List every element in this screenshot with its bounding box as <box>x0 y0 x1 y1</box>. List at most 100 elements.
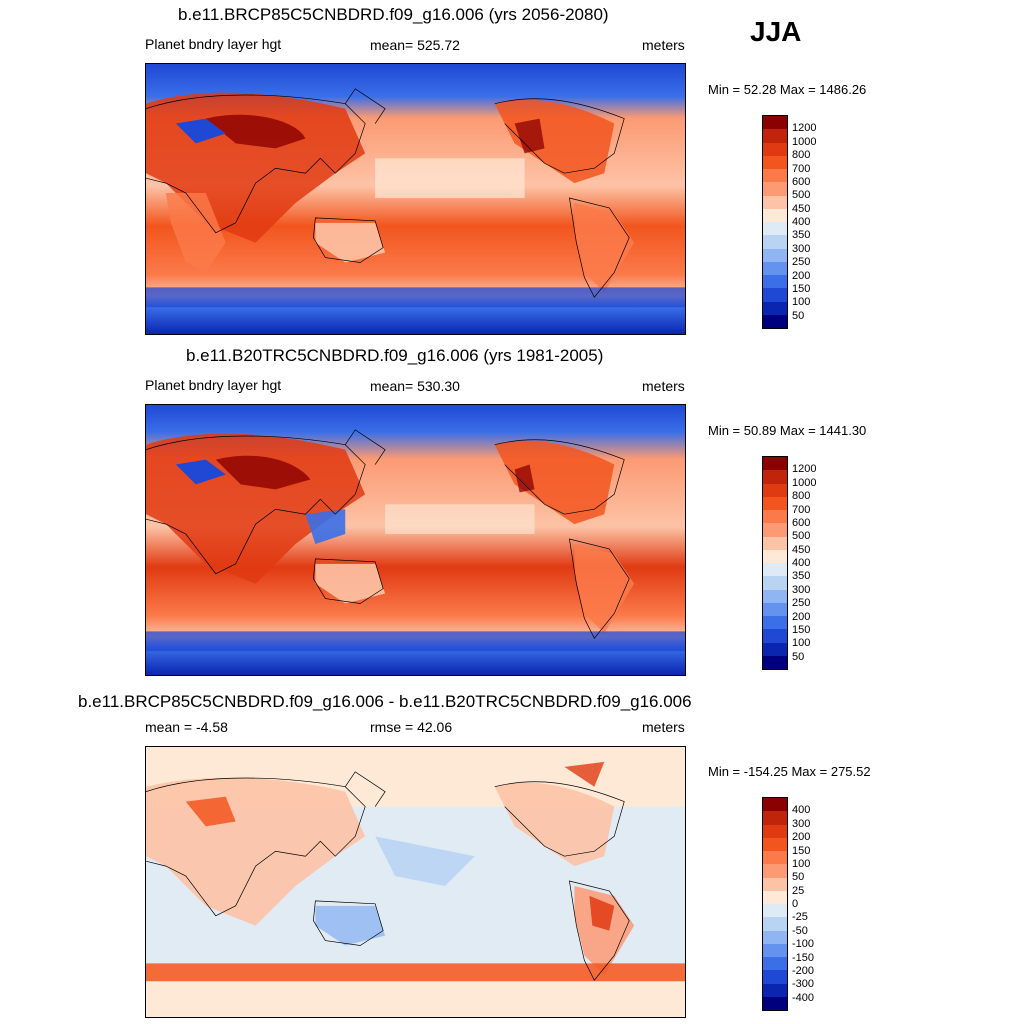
panel-2-field-label: Planet bndry layer hgt <box>145 377 282 393</box>
colorbar-label: 700 <box>792 503 811 516</box>
panel-1-field-label: Planet bndry layer hgt <box>145 36 282 52</box>
panel-3-colorbar <box>762 797 788 1011</box>
colorbar-swatch <box>763 576 787 590</box>
season-label: JJA <box>750 16 802 47</box>
colorbar-label: 300 <box>792 583 811 596</box>
colorbar-label: 400 <box>792 804 811 817</box>
colorbar-label: -50 <box>792 924 808 937</box>
colorbar-label: 150 <box>792 844 811 857</box>
panel-3-rmse: rmse = 42.06 <box>370 719 453 735</box>
colorbar-swatch <box>763 943 787 957</box>
colorbar-swatch <box>763 549 787 563</box>
colorbar-label: 350 <box>792 570 811 583</box>
panel-1-title: b.e11.BRCP85C5CNBDRD.f09_g16.006 (yrs 20… <box>178 5 609 24</box>
colorbar-swatch <box>763 222 787 236</box>
colorbar-swatch <box>763 851 787 865</box>
colorbar-label: 150 <box>792 282 811 295</box>
colorbar-swatch <box>763 655 787 669</box>
colorbar-label: 800 <box>792 490 811 503</box>
colorbar-label: -300 <box>792 978 815 991</box>
colorbar-swatch <box>763 602 787 616</box>
panel-2-units: meters <box>642 378 685 394</box>
colorbar-label: 50 <box>792 871 805 884</box>
panel-2-mean: mean= 530.30 <box>370 378 460 394</box>
colorbar-swatch <box>763 917 787 931</box>
colorbar-label: 500 <box>792 189 811 202</box>
colorbar-label: 250 <box>792 597 811 610</box>
colorbar-label: 25 <box>792 884 805 897</box>
colorbar-label: 1200 <box>792 122 817 135</box>
panel-3-title: b.e11.BRCP85C5CNBDRD.f09_g16.006 - b.e11… <box>78 692 692 711</box>
colorbar-label: 350 <box>792 229 811 242</box>
panel-1-units: meters <box>642 37 685 53</box>
colorbar-swatch <box>763 261 787 275</box>
colorbar-label: 400 <box>792 216 811 228</box>
colorbar-swatch <box>763 616 787 630</box>
colorbar-swatch <box>763 248 787 262</box>
colorbar-swatch <box>763 457 787 471</box>
colorbar-swatch <box>763 837 787 851</box>
colorbar-swatch <box>763 957 787 971</box>
colorbar-label: 600 <box>792 516 811 529</box>
colorbar-label: -200 <box>792 964 815 977</box>
colorbar-label: 200 <box>792 831 811 844</box>
colorbar-swatch <box>763 510 787 524</box>
colorbar-label: 100 <box>792 296 811 309</box>
colorbar-swatch <box>763 536 787 550</box>
colorbar-label: 450 <box>792 202 811 215</box>
colorbar-label: 300 <box>792 242 811 255</box>
colorbar-swatch <box>763 864 787 878</box>
colorbar-swatch <box>763 314 787 328</box>
colorbar-swatch <box>763 275 787 289</box>
colorbar-swatch <box>763 877 787 891</box>
panel-2-minmax: Min = 50.89 Max = 1441.30 <box>708 423 867 438</box>
colorbar-swatch <box>763 288 787 302</box>
colorbar-swatch <box>763 496 787 510</box>
colorbar-label: 700 <box>792 162 811 175</box>
colorbar-swatch <box>763 904 787 918</box>
panel-2-map <box>145 404 686 676</box>
colorbar-label: 150 <box>792 623 811 636</box>
colorbar-label: 200 <box>792 269 811 282</box>
colorbar-swatch <box>763 563 787 577</box>
colorbar-label: -150 <box>792 951 815 964</box>
colorbar-label: 100 <box>792 857 811 870</box>
colorbar-label: 450 <box>792 543 811 556</box>
colorbar-label: 0 <box>792 898 799 910</box>
colorbar-label: 200 <box>792 610 811 623</box>
colorbar-label: 300 <box>792 817 811 830</box>
colorbar-swatch <box>763 983 787 997</box>
colorbar-label: 1000 <box>792 135 817 148</box>
colorbar-label: 1000 <box>792 476 817 489</box>
panel-2-title: b.e11.B20TRC5CNBDRD.f09_g16.006 (yrs 198… <box>186 346 604 365</box>
panel-3-map <box>145 746 686 1018</box>
colorbar-swatch <box>763 208 787 222</box>
colorbar-swatch <box>763 589 787 603</box>
colorbar-swatch <box>763 483 787 497</box>
colorbar-swatch <box>763 129 787 143</box>
panel-2-colorbar <box>762 456 788 670</box>
panel-3-minmax: Min = -154.25 Max = 275.52 <box>708 764 871 779</box>
panel-1-minmax: Min = 52.28 Max = 1486.26 <box>708 82 867 97</box>
panel-1-mean: mean= 525.72 <box>370 37 460 53</box>
colorbar-label: -100 <box>792 938 815 951</box>
colorbar-swatch <box>763 169 787 183</box>
colorbar-swatch <box>763 235 787 249</box>
colorbar-swatch <box>763 996 787 1010</box>
colorbar-swatch <box>763 523 787 537</box>
colorbar-swatch <box>763 970 787 984</box>
colorbar-swatch <box>763 142 787 156</box>
panel-3-units: meters <box>642 719 685 735</box>
colorbar-swatch <box>763 116 787 130</box>
colorbar-label: 800 <box>792 149 811 162</box>
panel-1-map <box>145 63 686 335</box>
colorbar-swatch <box>763 824 787 838</box>
colorbar-swatch <box>763 155 787 169</box>
colorbar-label: 100 <box>792 637 811 650</box>
colorbar-label: 400 <box>792 557 811 569</box>
colorbar-label: 1200 <box>792 463 817 476</box>
colorbar-swatch <box>763 811 787 825</box>
colorbar-label: 50 <box>792 650 805 663</box>
colorbar-swatch <box>763 930 787 944</box>
colorbar-label: -400 <box>792 991 815 1004</box>
